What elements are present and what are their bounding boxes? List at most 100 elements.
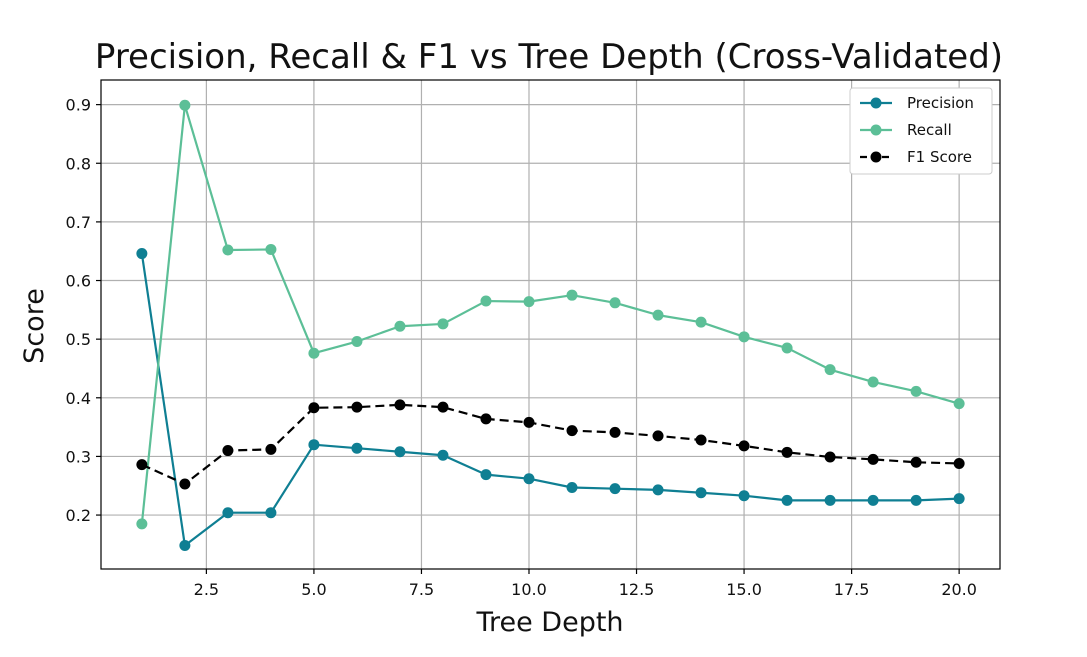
y-tick-label: 0.3 bbox=[66, 447, 91, 466]
y-axis-label: Score bbox=[19, 288, 50, 364]
data-point-f1-score bbox=[265, 443, 277, 455]
data-point-f1-score bbox=[781, 446, 793, 458]
data-point-precision bbox=[265, 507, 277, 519]
data-point-recall bbox=[566, 289, 578, 301]
data-point-f1-score bbox=[394, 399, 406, 411]
data-point-f1-score bbox=[523, 416, 535, 428]
data-point-f1-score bbox=[480, 413, 492, 425]
data-point-recall bbox=[910, 385, 922, 397]
data-point-precision bbox=[609, 483, 621, 495]
data-point-precision bbox=[523, 473, 535, 485]
data-point-recall bbox=[136, 518, 148, 530]
series-line-recall bbox=[140, 104, 960, 524]
series-line-f1-score bbox=[141, 403, 960, 486]
x-axis: 2.5 5.0 7.5 10.0 12.5 15.0 17.5 20.0 bbox=[194, 569, 977, 599]
data-point-f1-score bbox=[652, 430, 664, 442]
data-point-precision bbox=[910, 494, 922, 506]
data-point-precision bbox=[179, 540, 191, 552]
data-point-recall bbox=[480, 295, 492, 307]
y-tick-label: 0.8 bbox=[66, 154, 91, 173]
legend: Precision Recall F1 Score bbox=[849, 87, 993, 175]
data-point-recall bbox=[351, 336, 363, 348]
x-tick-label: 12.5 bbox=[619, 580, 655, 599]
legend-item-f1-score: F1 Score bbox=[860, 148, 972, 166]
y-tick-label: 0.9 bbox=[66, 96, 91, 115]
legend-marker-f1-score bbox=[870, 151, 882, 163]
data-point-recall bbox=[437, 318, 449, 330]
data-point-recall bbox=[738, 331, 750, 343]
chart-title: Precision, Recall & F1 vs Tree Depth (Cr… bbox=[95, 37, 1003, 77]
data-point-recall bbox=[652, 309, 664, 321]
data-point-recall bbox=[867, 376, 879, 388]
data-point-precision bbox=[867, 494, 879, 506]
data-point-precision bbox=[566, 482, 578, 493]
x-tick-label: 5.0 bbox=[301, 580, 326, 599]
data-point-precision bbox=[824, 494, 836, 506]
data-point-recall bbox=[394, 320, 406, 332]
x-tick-label: 17.5 bbox=[834, 580, 870, 599]
x-tick-label: 15.0 bbox=[726, 580, 762, 599]
legend-label-f1-score: F1 Score bbox=[907, 148, 972, 166]
series-recall bbox=[136, 99, 965, 530]
x-tick-label: 10.0 bbox=[511, 580, 547, 599]
data-point-recall bbox=[824, 364, 836, 376]
y-axis: 0.2 0.3 0.4 0.5 0.6 0.7 0.8 0.9 bbox=[66, 96, 101, 525]
legend-item-precision: Precision bbox=[860, 94, 974, 112]
x-axis-label: Tree Depth bbox=[475, 607, 623, 638]
data-point-precision bbox=[222, 507, 234, 519]
series-f1-score bbox=[136, 399, 965, 490]
data-point-precision bbox=[738, 490, 750, 502]
legend-label-recall: Recall bbox=[907, 121, 952, 139]
legend-item-recall: Recall bbox=[860, 121, 952, 139]
data-point-precision bbox=[480, 469, 492, 481]
data-point-f1-score bbox=[437, 401, 449, 413]
series-layer bbox=[136, 99, 965, 552]
data-point-recall bbox=[179, 99, 191, 111]
data-point-precision bbox=[351, 442, 363, 454]
data-point-f1-score bbox=[738, 440, 750, 452]
series-precision bbox=[136, 248, 965, 552]
data-point-precision bbox=[781, 494, 793, 506]
data-point-recall bbox=[953, 398, 965, 410]
data-point-f1-score bbox=[695, 434, 707, 446]
data-point-precision bbox=[308, 439, 320, 451]
data-point-recall bbox=[308, 347, 320, 359]
legend-marker-recall bbox=[870, 124, 882, 136]
plot-frame bbox=[100, 79, 1001, 570]
data-point-recall bbox=[781, 342, 793, 354]
data-point-f1-score bbox=[824, 451, 836, 463]
y-tick-label: 0.2 bbox=[66, 506, 91, 525]
data-point-recall bbox=[222, 244, 234, 256]
y-tick-label: 0.4 bbox=[66, 389, 91, 408]
data-point-recall bbox=[523, 296, 535, 308]
data-point-f1-score bbox=[910, 456, 922, 468]
data-point-recall bbox=[695, 316, 707, 328]
legend-label-precision: Precision bbox=[907, 94, 974, 112]
data-point-f1-score bbox=[566, 425, 578, 437]
x-tick-label: 7.5 bbox=[409, 580, 434, 599]
data-point-precision bbox=[953, 493, 965, 505]
data-point-precision bbox=[394, 446, 406, 458]
grid bbox=[101, 80, 1000, 569]
data-point-f1-score bbox=[222, 445, 234, 457]
x-tick-label: 20.0 bbox=[941, 580, 977, 599]
data-point-precision bbox=[695, 487, 707, 499]
data-point-f1-score bbox=[867, 453, 879, 465]
y-tick-label: 0.6 bbox=[66, 272, 91, 291]
data-point-precision bbox=[652, 484, 664, 496]
series-line-precision bbox=[140, 253, 960, 547]
data-point-f1-score bbox=[609, 426, 621, 438]
data-point-f1-score bbox=[136, 459, 148, 471]
data-point-f1-score bbox=[308, 402, 320, 414]
x-tick-label: 2.5 bbox=[194, 580, 219, 599]
data-point-f1-score bbox=[351, 401, 363, 413]
y-tick-label: 0.5 bbox=[66, 330, 91, 349]
data-point-recall bbox=[609, 297, 621, 309]
data-point-f1-score bbox=[179, 478, 191, 490]
data-point-precision bbox=[136, 248, 148, 260]
legend-marker-precision bbox=[870, 97, 882, 109]
y-tick-label: 0.7 bbox=[66, 213, 91, 232]
data-point-precision bbox=[437, 449, 449, 461]
legend-box bbox=[849, 87, 993, 175]
